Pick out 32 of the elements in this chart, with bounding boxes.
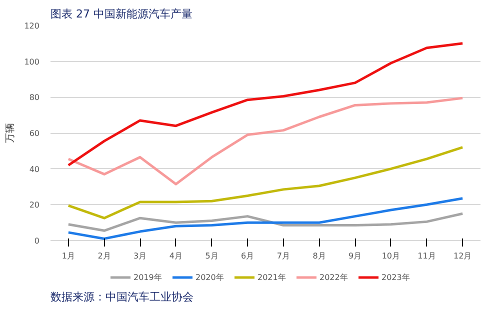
y-tick-label: 40 — [29, 164, 40, 174]
source-note: 数据来源：中国汽车工业协会 — [50, 290, 194, 304]
y-axis-title: 万辆 — [4, 123, 16, 143]
y-tick-label: 80 — [29, 93, 40, 102]
line-series — [67, 42, 464, 166]
x-tick-label: 11月 — [418, 252, 436, 260]
x-tick-label: 1月 — [62, 252, 75, 260]
legend-label: 2020年 — [196, 273, 224, 282]
line-series — [67, 146, 464, 220]
x-tick-label: 10月 — [382, 252, 400, 260]
x-tick-label: 2月 — [98, 252, 111, 260]
y-tick-label: 100 — [24, 57, 40, 66]
legend-label: 2022年 — [320, 273, 348, 282]
line-series — [67, 96, 464, 186]
x-tick-label: 7月 — [276, 252, 290, 260]
legend-label: 2021年 — [258, 273, 286, 282]
line-series — [67, 212, 464, 232]
legend-label: 2019年 — [134, 273, 162, 282]
x-tick-label: 8月 — [312, 252, 326, 260]
chart-title: 图表 27 中国新能源汽车产量 — [50, 8, 192, 20]
line-series — [67, 197, 464, 240]
x-tick-label: 3月 — [134, 252, 147, 260]
x-tick-label: 6月 — [241, 252, 254, 260]
y-tick-label: 120 — [24, 22, 40, 30]
y-tick-label: 60 — [29, 129, 40, 138]
legend-label: 2023年 — [382, 273, 410, 282]
x-tick-label: 5月 — [205, 252, 218, 260]
y-tick-label: 0 — [34, 236, 40, 246]
y-tick-label: 20 — [29, 200, 40, 210]
x-tick-label: 12月 — [453, 252, 472, 260]
x-tick-label: 9月 — [348, 252, 362, 260]
x-tick-label: 4月 — [169, 252, 182, 260]
